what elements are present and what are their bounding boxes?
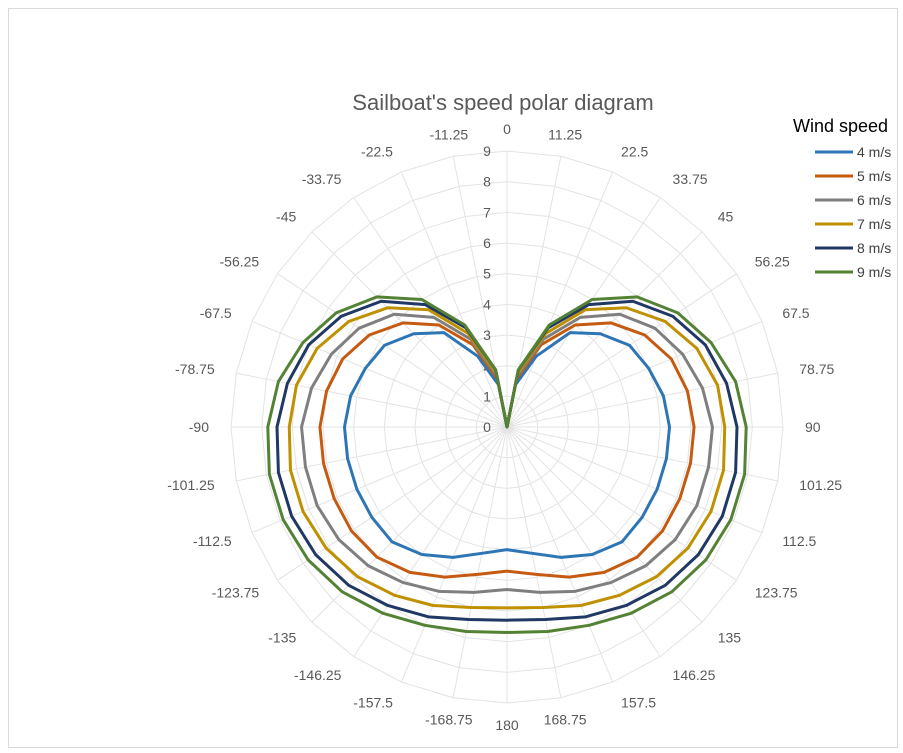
series-line [287, 306, 727, 610]
radial-tick-label: 3 [483, 327, 491, 343]
grid-spoke [506, 426, 763, 534]
legend-label: 9 m/s [857, 264, 891, 280]
chart-area [8, 8, 898, 748]
angle-tick-label: 67.5 [782, 305, 809, 321]
angle-tick-label: 123.75 [755, 585, 798, 601]
angle-tick-label: 0 [503, 121, 511, 137]
angle-tick-label: -78.75 [175, 361, 215, 377]
angle-tick-label: -168.75 [425, 711, 473, 727]
radial-tick-label: 8 [483, 174, 491, 190]
legend-label: 8 m/s [857, 240, 891, 256]
angle-tick-label: 168.75 [544, 711, 587, 727]
grid-spoke [506, 426, 614, 683]
angle-tick-label: -67.5 [200, 305, 232, 321]
angle-tick-labels: 0 11.2522.533.754556.2567.578.7590101.251… [167, 121, 842, 733]
angle-tick-label: 56.25 [755, 253, 790, 269]
angle-tick-label: -146.25 [294, 667, 342, 683]
grid-spoke [506, 171, 614, 428]
angle-tick-label: -135 [268, 630, 296, 646]
angle-tick-label: 11.25 [548, 127, 582, 143]
angle-tick-label: 101.25 [799, 477, 842, 493]
angle-tick-label: -11.25 [430, 127, 469, 143]
radial-tick-label: 4 [483, 296, 491, 312]
angle-tick-label: -22.5 [361, 144, 393, 160]
series-line [275, 299, 739, 622]
legend-label: 4 m/s [857, 144, 891, 160]
chart-grid [230, 150, 784, 704]
legend-label: 7 m/s [857, 216, 891, 232]
angle-tick-label: -33.75 [302, 171, 342, 187]
angle-tick-label: -123.75 [212, 585, 260, 601]
radial-tick-label: 1 [483, 388, 491, 404]
grid-spoke [506, 426, 703, 623]
grid-spoke [506, 426, 778, 482]
grid-spoke [251, 320, 508, 428]
grid-spoke [506, 426, 661, 657]
angle-tick-label: 180 [495, 717, 519, 733]
radial-tick-label: 6 [483, 235, 491, 251]
chart-title: Sailboat's speed polar diagram [352, 90, 653, 115]
angle-tick-label: 146.25 [673, 667, 716, 683]
grid-spoke [251, 426, 508, 534]
angle-tick-label: -112.5 [193, 533, 232, 549]
angle-tick-label: 157.5 [621, 694, 656, 710]
grid-spoke [506, 372, 778, 428]
angle-tick-label: -56.25 [220, 253, 260, 269]
grid-spoke [400, 171, 508, 428]
series-line [342, 331, 672, 559]
series-line [318, 321, 696, 579]
grid-spoke [452, 426, 508, 698]
grid-spoke [506, 273, 737, 428]
grid-spoke [311, 231, 508, 428]
grid-spoke [506, 320, 763, 428]
grid-spoke [311, 426, 508, 623]
angle-tick-label: -45 [276, 208, 296, 224]
angle-tick-label: 135 [718, 630, 742, 646]
grid-spoke [236, 426, 508, 482]
grid-spoke [353, 426, 508, 657]
angle-tick-label: -157.5 [353, 694, 393, 710]
legend-label: 5 m/s [857, 168, 891, 184]
legend: Wind speed 4 m/s 5 m/s 6 m/s 7 m/s 8 m/s 9 m/… [793, 116, 891, 280]
angle-tick-label: -90 [189, 419, 209, 435]
angle-tick-label: 45 [718, 208, 734, 224]
radial-tick-label: 0 [483, 419, 491, 435]
angle-tick-label: 90 [805, 419, 821, 435]
grid-spoke [277, 273, 508, 428]
angle-tick-label: 112.5 [782, 533, 816, 549]
grid-spoke [400, 426, 508, 683]
angle-tick-label: 22.5 [621, 144, 648, 160]
legend-label: 6 m/s [857, 192, 891, 208]
grid-spoke [506, 426, 562, 698]
radial-tick-label: 5 [483, 266, 491, 282]
angle-tick-label: 33.75 [673, 171, 708, 187]
series-lines [266, 295, 748, 634]
legend-title: Wind speed [793, 116, 888, 136]
radial-tick-label: 9 [483, 143, 491, 159]
series-line [266, 295, 748, 634]
grid-spoke [506, 231, 703, 428]
angle-tick-label: -101.25 [167, 477, 215, 493]
angle-tick-label: 78.75 [799, 361, 834, 377]
radial-tick-label: 7 [483, 204, 491, 220]
grid-spoke [236, 372, 508, 428]
series-line [300, 312, 714, 594]
